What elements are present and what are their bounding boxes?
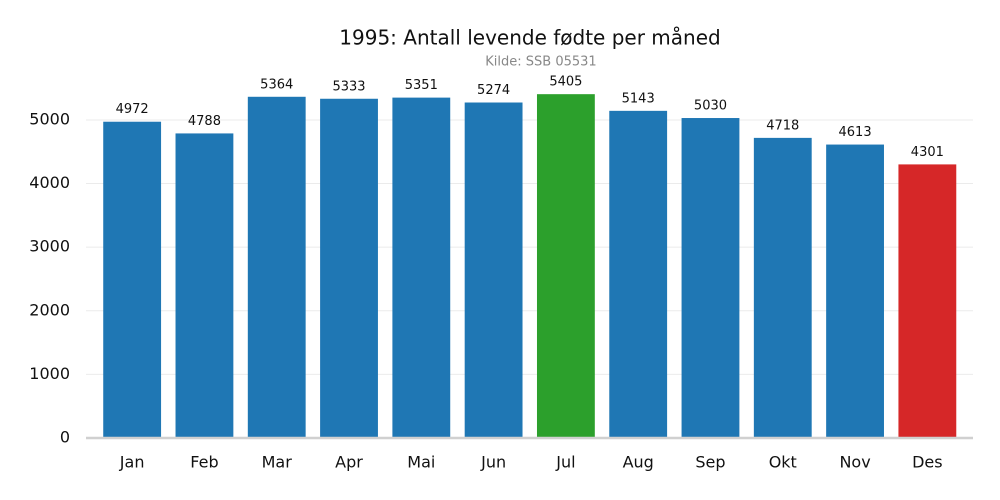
bar bbox=[175, 133, 234, 438]
x-tick-label: Okt bbox=[769, 453, 797, 472]
bar bbox=[536, 94, 595, 439]
bar bbox=[753, 137, 812, 438]
y-tick-label: 1000 bbox=[29, 364, 70, 383]
bar bbox=[609, 110, 668, 438]
x-tick-label: Nov bbox=[839, 453, 870, 472]
data-label: 4301 bbox=[911, 145, 944, 160]
bar bbox=[464, 102, 523, 438]
y-tick-label: 3000 bbox=[29, 237, 70, 256]
data-label: 4613 bbox=[839, 125, 872, 140]
x-tick-label: Feb bbox=[190, 453, 218, 472]
x-tick-label: Des bbox=[912, 453, 943, 472]
data-label: 5405 bbox=[549, 75, 582, 90]
chart-subtitle: Kilde: SSB 05531 bbox=[485, 55, 596, 70]
data-label: 5143 bbox=[622, 91, 655, 106]
data-label: 4718 bbox=[766, 118, 799, 133]
x-tick-label: Jul bbox=[555, 453, 575, 472]
y-tick-label: 0 bbox=[60, 428, 70, 447]
chart-title: 1995: Antall levende fødte per måned bbox=[339, 26, 720, 50]
x-tick-label: Apr bbox=[335, 453, 363, 472]
data-label: 4972 bbox=[116, 102, 149, 117]
data-label: 4788 bbox=[188, 114, 221, 129]
x-tick-label: Aug bbox=[623, 453, 654, 472]
bar bbox=[103, 121, 162, 438]
x-tick-label: Jan bbox=[119, 453, 145, 472]
bar bbox=[826, 144, 884, 438]
data-label: 5274 bbox=[477, 83, 510, 98]
x-tick-label: Jun bbox=[480, 453, 506, 472]
data-label: 5351 bbox=[405, 78, 438, 93]
bar bbox=[320, 98, 378, 438]
y-tick-label: 4000 bbox=[29, 173, 70, 192]
x-tick-label: Sep bbox=[695, 453, 725, 472]
bar bbox=[247, 96, 306, 438]
bar bbox=[681, 118, 740, 438]
data-label: 5333 bbox=[332, 79, 365, 94]
x-tick-label: Mai bbox=[407, 453, 435, 472]
data-label: 5364 bbox=[260, 77, 293, 92]
y-tick-label: 2000 bbox=[29, 300, 70, 319]
y-tick-label: 5000 bbox=[29, 109, 70, 128]
data-label: 5030 bbox=[694, 99, 727, 114]
x-tick-label: Mar bbox=[262, 453, 293, 472]
bar bbox=[898, 164, 957, 438]
bar bbox=[392, 97, 451, 438]
